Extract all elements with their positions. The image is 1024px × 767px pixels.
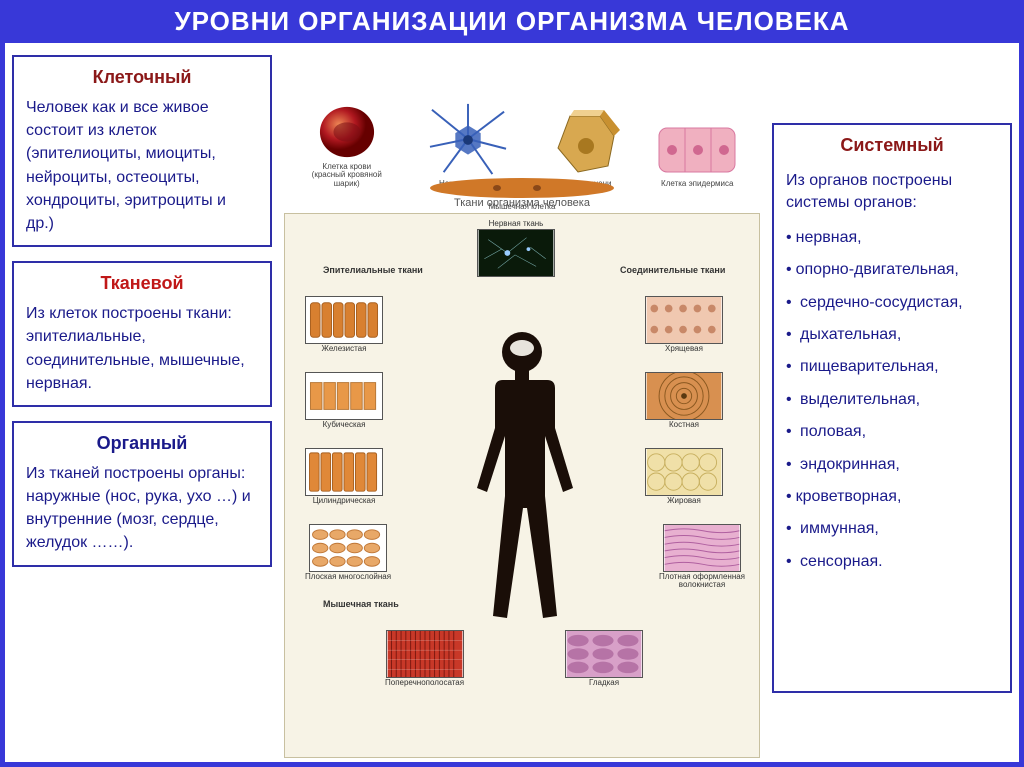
page-title: УРОВНИ ОРГАНИЗАЦИИ ОРГАНИЗМА ЧЕЛОВЕКА — [0, 0, 1024, 43]
box-cellular-text: Человек как и все живое состоит из клето… — [26, 96, 258, 235]
tissue-sample: Плоская многослойная — [305, 524, 391, 581]
left-column: Клеточный Человек как и все живое состои… — [0, 43, 280, 766]
system-list-item: сердечно-сосудистая, — [786, 292, 998, 314]
box-tissue-text: Из клеток построены ткани: эпителиальные… — [26, 302, 258, 395]
system-list-item: выделительная, — [786, 389, 998, 411]
box-system-intro: Из органов построены системы органов: — [786, 170, 998, 215]
right-column: Системный Из органов построены системы о… — [764, 43, 1024, 766]
box-system-title: Системный — [786, 135, 998, 156]
box-tissue: Тканевой Из клеток построены ткани: эпит… — [12, 261, 272, 407]
tissue-sample: Жировая — [645, 448, 723, 505]
tissue-sample: Мышечная ткань — [323, 600, 399, 609]
box-cellular-title: Клеточный — [26, 67, 258, 88]
tissue-sample: Хрящевая — [645, 296, 723, 353]
tissue-sample: Железистая — [305, 296, 383, 353]
system-list-item: иммунная, — [786, 518, 998, 540]
cell-icon: Нервная клетка — [424, 100, 512, 189]
system-list-item: опорно-двигательная, — [786, 259, 998, 281]
tissue-sample: Цилиндрическая — [305, 448, 383, 505]
content: Клеточный Человек как и все живое состои… — [0, 43, 1024, 766]
tissue-sample: Гладкая — [565, 630, 643, 687]
system-list-item: эндокринная, — [786, 454, 998, 476]
center-column: Клетка крови (красный кровяной шарик) Нер… — [280, 43, 764, 766]
box-organ-text: Из тканей построены органы: наружные (но… — [26, 462, 258, 555]
tissue-sample: Поперечнополосатая — [385, 630, 464, 687]
tissue-sample: Кубическая — [305, 372, 383, 429]
cell-icon: Клетка эпидермиса — [657, 122, 737, 189]
cells-row: Клетка крови (красный кровяной шарик) Нер… — [284, 51, 760, 191]
tissue-sample: Плотная оформленная волокнистая — [645, 524, 759, 589]
tissue-sample: Нервная ткань — [477, 220, 555, 277]
system-list: нервная, опорно-двигательная, сердечно-со… — [786, 227, 998, 573]
box-cellular: Клеточный Человек как и все живое состои… — [12, 55, 272, 247]
tissue-sample: Костная — [645, 372, 723, 429]
box-system: Системный Из органов построены системы о… — [772, 123, 1012, 693]
tissues-area: Нервная ткань Эпителиальные ткани Соединит… — [284, 213, 760, 758]
system-list-item: половая, — [786, 421, 998, 443]
muscle-cell-icon: Мышечная клетка — [427, 177, 617, 218]
system-list-item: сенсорная. — [786, 551, 998, 573]
system-list-item: пищеварительная, — [786, 356, 998, 378]
system-list-item: дыхательная, — [786, 324, 998, 346]
cell-icon: Клетка крови (красный кровяной шарик) — [307, 103, 387, 189]
system-list-item: кроветворная, — [786, 486, 998, 508]
svg-text:Мышечная клетка: Мышечная клетка — [489, 202, 556, 211]
tissue-sample: Эпителиальные ткани — [323, 266, 423, 275]
tissue-sample: Соединительные ткани — [620, 266, 725, 275]
human-silhouette — [467, 326, 577, 646]
system-list-item: нервная, — [786, 227, 998, 249]
box-organ: Органный Из тканей построены органы: нар… — [12, 421, 272, 567]
box-tissue-title: Тканевой — [26, 273, 258, 294]
box-organ-title: Органный — [26, 433, 258, 454]
